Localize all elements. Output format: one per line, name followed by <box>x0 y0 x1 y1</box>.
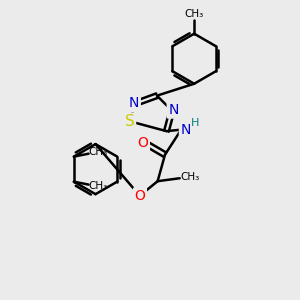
Text: H: H <box>191 118 199 128</box>
Text: O: O <box>137 136 148 150</box>
Text: N: N <box>180 123 191 137</box>
Text: CH₃: CH₃ <box>88 147 108 157</box>
Text: CH₃: CH₃ <box>184 9 204 19</box>
Text: S: S <box>124 114 134 129</box>
Text: N: N <box>129 96 139 110</box>
Text: CH₃: CH₃ <box>180 172 200 182</box>
Text: CH₃: CH₃ <box>88 181 108 191</box>
Text: N: N <box>168 103 178 117</box>
Text: O: O <box>134 189 146 203</box>
